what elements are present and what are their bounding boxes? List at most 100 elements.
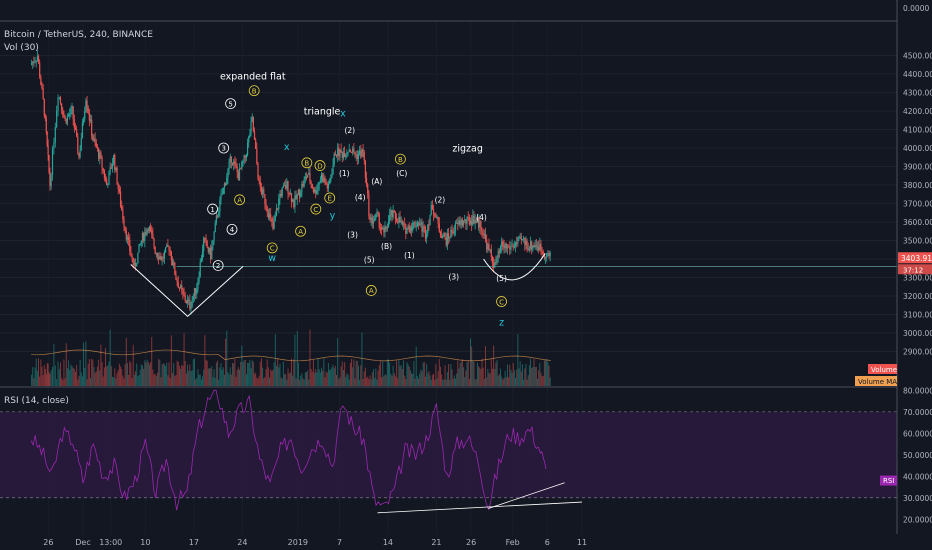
volume-bar (528, 365, 530, 386)
candle-body (40, 76, 42, 85)
candle-body (257, 163, 259, 179)
volume-bar (421, 371, 423, 386)
candle-body (355, 154, 357, 156)
volume-bar (302, 378, 304, 386)
volume-bar (419, 373, 421, 386)
volume-bar (338, 379, 340, 386)
volume-bar (38, 358, 40, 386)
volume-bar (445, 379, 447, 386)
volume-bar (405, 379, 407, 386)
volume-bar (120, 366, 122, 386)
candle-body (535, 244, 537, 247)
volume-bar (167, 375, 169, 386)
candle-body (465, 219, 467, 224)
candle-body (480, 221, 482, 230)
candle-body (37, 56, 40, 63)
candle-body (491, 256, 494, 264)
volume-bar (202, 376, 204, 386)
volume-bar (101, 362, 103, 386)
candle-body (42, 88, 44, 99)
volume-bar (92, 359, 94, 386)
volume-bar (505, 376, 507, 386)
volume-indicator-label[interactable]: Vol (30) (4, 43, 39, 53)
volume-bar (517, 334, 519, 386)
volume-bar (310, 368, 312, 386)
volume-bar (376, 379, 378, 386)
volume-bar (225, 338, 227, 386)
volume-bar (386, 359, 388, 386)
candle-body (279, 193, 281, 199)
volume-bar (49, 374, 51, 386)
candle-body (479, 221, 481, 228)
candle-body (159, 255, 161, 260)
volume-bar (66, 368, 68, 386)
volume-bar (264, 377, 266, 386)
candle-body (436, 216, 438, 218)
volume-bar (392, 365, 394, 386)
candle-body (215, 215, 218, 223)
volume-bar (31, 374, 33, 386)
candle-body (385, 226, 387, 230)
candle-body (281, 187, 283, 197)
symbol-title[interactable]: Bitcoin / TetherUS, 240, BINANCE (4, 30, 153, 40)
candle-body (435, 215, 437, 217)
candle-body (377, 212, 379, 215)
volume-bar (523, 379, 525, 386)
candle-body (85, 100, 87, 112)
volume-bar (198, 374, 200, 386)
candle-body (275, 208, 278, 217)
candle-body (309, 172, 311, 182)
candle-body (176, 280, 178, 283)
candle-body (460, 220, 462, 225)
volume-bar (274, 334, 276, 386)
candle-body (468, 217, 470, 225)
volume-bar (237, 367, 239, 386)
candle-body (345, 154, 347, 158)
candle-body (524, 237, 526, 245)
volume-bar (278, 367, 280, 386)
volume-bar (452, 378, 454, 386)
volume-bar (50, 370, 52, 386)
candle-body (430, 205, 432, 216)
volume-bar (379, 360, 381, 386)
candle-body (107, 184, 109, 186)
candle-body (201, 250, 204, 259)
candle-body (540, 243, 542, 252)
y-tick-label: 2900.00 (903, 348, 932, 357)
y-tick-label: 4500.00 (903, 52, 932, 61)
volume-bar (441, 374, 443, 386)
x-tick-label: 17 (189, 538, 199, 547)
candle-body (462, 220, 465, 225)
candle-body (410, 227, 413, 231)
candle-body (231, 162, 234, 165)
x-tick-label: 26 (466, 538, 476, 547)
candle-body (238, 168, 241, 181)
candle-body (89, 119, 92, 121)
candle-body (212, 239, 214, 247)
candle-body (48, 155, 50, 173)
candle-body (200, 258, 202, 262)
candle-body (192, 296, 194, 300)
x-tick-label: 26 (43, 538, 53, 547)
candle-body (208, 247, 211, 253)
volume-bar (294, 334, 296, 386)
volume-bar (334, 365, 336, 386)
volume-bar (454, 378, 456, 386)
volume-bar (385, 375, 387, 386)
candle-body (516, 242, 518, 244)
candle-body (370, 217, 372, 221)
candle-body (170, 251, 172, 261)
candle-body (429, 215, 431, 225)
candle-body (255, 139, 257, 149)
candle-body (190, 306, 192, 309)
volume-bar (259, 361, 261, 386)
candle-body (298, 189, 301, 197)
candle-body (74, 127, 77, 130)
volume-bar (151, 336, 153, 386)
volume-bar (509, 364, 511, 386)
volume-bar (382, 360, 384, 386)
volume-bar (143, 368, 145, 386)
candle-body (488, 244, 490, 250)
rsi-indicator-label[interactable]: RSI (14, close) (4, 396, 69, 406)
